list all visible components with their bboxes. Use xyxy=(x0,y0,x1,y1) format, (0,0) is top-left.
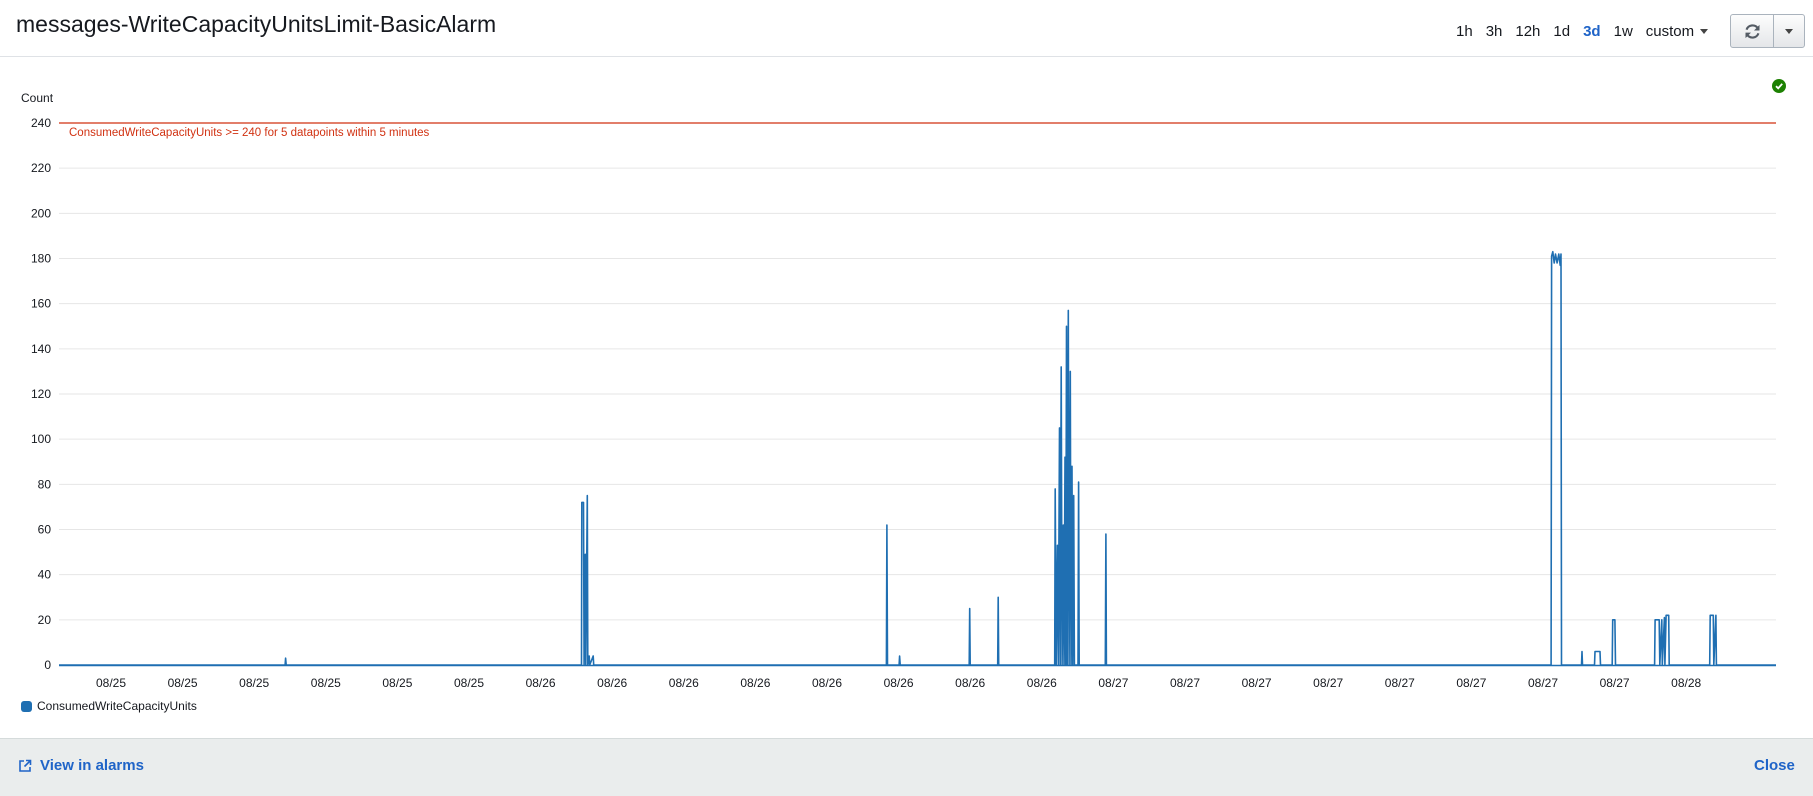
alarm-chart: Count 0 20 40 60 80 100 120 140 160 180 200 220 240 08… xyxy=(21,91,1776,690)
x-tick-label: 08/25 xyxy=(454,676,484,690)
y-tick-label: 200 xyxy=(31,206,51,220)
x-tick-label: 08/25 xyxy=(311,676,341,690)
y-tick-label: 140 xyxy=(31,342,51,356)
x-tick-label: 08/26 xyxy=(955,676,985,690)
y-tick-label: 160 xyxy=(31,297,51,311)
range-custom[interactable]: custom xyxy=(1645,22,1709,40)
legend-swatch xyxy=(21,700,32,712)
y-tick-label: 120 xyxy=(31,387,51,401)
view-in-alarms-label: View in alarms xyxy=(40,757,144,774)
threshold-label: ConsumedWriteCapacityUnits >= 240 for 5 … xyxy=(69,127,430,139)
x-tick-label: 08/27 xyxy=(1170,676,1200,690)
x-tick-label: 08/26 xyxy=(740,676,770,690)
series-line xyxy=(59,250,1776,666)
x-tick-label: 08/25 xyxy=(168,676,198,690)
check-circle-icon xyxy=(1772,79,1786,93)
refresh-button-group xyxy=(1730,14,1805,48)
chart-area: Count 0 20 40 60 80 100 120 140 160 180 200 220 240 08… xyxy=(0,57,1813,737)
y-tick-label: 0 xyxy=(44,658,51,672)
y-tick-label: 60 xyxy=(38,523,52,537)
y-tick-label: 220 xyxy=(31,161,51,175)
y-tick-label: 180 xyxy=(31,252,51,266)
chart-legend: ConsumedWriteCapacityUnits xyxy=(21,699,197,713)
caret-down-icon xyxy=(1785,28,1793,34)
refresh-options-button[interactable] xyxy=(1774,15,1804,47)
close-button[interactable]: Close xyxy=(1754,757,1795,774)
x-tick-label: 08/26 xyxy=(526,676,556,690)
range-1d[interactable]: 1d xyxy=(1553,22,1571,40)
x-tick-label: 08/26 xyxy=(812,676,842,690)
y-tick-label: 80 xyxy=(38,477,52,491)
view-in-alarms-link[interactable]: View in alarms xyxy=(18,757,144,774)
refresh-icon xyxy=(1744,23,1760,39)
x-tick-label: 08/25 xyxy=(239,676,269,690)
caret-down-icon xyxy=(1700,29,1709,35)
range-12h[interactable]: 12h xyxy=(1515,22,1541,40)
x-tick-label: 08/27 xyxy=(1242,676,1272,690)
time-range-selector: 1h 3h 12h 1d 3d 1w custom xyxy=(1456,19,1709,43)
y-tick-label: 40 xyxy=(38,568,52,582)
range-custom-label: custom xyxy=(1645,22,1695,40)
header: messages-WriteCapacityUnitsLimit-BasicAl… xyxy=(0,0,1813,57)
range-3h[interactable]: 3h xyxy=(1485,22,1503,40)
x-tick-label: 08/27 xyxy=(1313,676,1343,690)
x-tick-label: 08/25 xyxy=(382,676,412,690)
legend-label: ConsumedWriteCapacityUnits xyxy=(37,699,197,713)
y-tick-label: 100 xyxy=(31,432,51,446)
x-tick-label: 08/27 xyxy=(1528,676,1558,690)
footer: View in alarms Close xyxy=(0,738,1813,796)
x-tick-label: 08/27 xyxy=(1385,676,1415,690)
x-tick-label: 08/28 xyxy=(1671,676,1701,690)
x-tick-label: 08/26 xyxy=(884,676,914,690)
x-tick-label: 08/27 xyxy=(1600,676,1630,690)
y-tick-label: 20 xyxy=(38,613,52,627)
x-tick-label: 08/25 xyxy=(96,676,126,690)
x-tick-label: 08/27 xyxy=(1098,676,1128,690)
range-3d[interactable]: 3d xyxy=(1583,22,1601,40)
y-tick-label: 240 xyxy=(31,116,51,130)
range-1w[interactable]: 1w xyxy=(1613,22,1633,40)
refresh-button[interactable] xyxy=(1731,15,1774,47)
x-tick-label: 08/27 xyxy=(1456,676,1486,690)
x-tick-label: 08/26 xyxy=(597,676,627,690)
y-axis-label: Count xyxy=(21,91,54,105)
x-tick-label: 08/26 xyxy=(1027,676,1057,690)
page-title: messages-WriteCapacityUnitsLimit-BasicAl… xyxy=(16,11,497,37)
range-1h[interactable]: 1h xyxy=(1456,22,1473,40)
external-link-icon xyxy=(19,759,32,772)
x-tick-label: 08/26 xyxy=(669,676,699,690)
